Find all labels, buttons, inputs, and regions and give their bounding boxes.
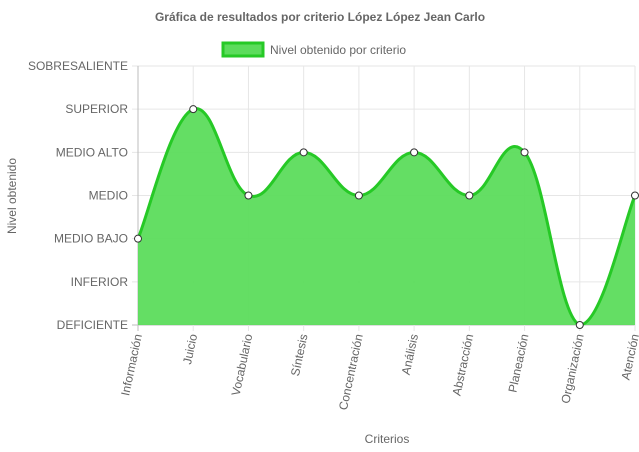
x-tick-label: Análisis bbox=[399, 333, 421, 376]
data-point bbox=[520, 148, 529, 157]
y-axis-title: Nivel obtenido bbox=[5, 158, 19, 234]
x-tick-label: Atención bbox=[619, 333, 639, 382]
y-tick-label: MEDIO ALTO bbox=[56, 145, 128, 159]
y-tick-label: MEDIO BAJO bbox=[54, 232, 128, 246]
data-point bbox=[410, 148, 419, 157]
data-point bbox=[354, 191, 363, 200]
legend-swatch bbox=[221, 41, 265, 58]
data-point bbox=[631, 191, 639, 200]
data-points bbox=[134, 105, 639, 329]
x-tick-label: Planeación bbox=[505, 333, 531, 394]
legend[interactable]: Nivel obtenido por criterio bbox=[221, 41, 406, 58]
data-point bbox=[465, 191, 474, 200]
series-line bbox=[136, 107, 637, 327]
x-tick-label: Juicio bbox=[180, 332, 200, 365]
y-tick-label: MEDIO bbox=[89, 189, 128, 203]
y-tick-label: SUPERIOR bbox=[65, 102, 128, 116]
data-point bbox=[134, 234, 142, 243]
legend-label: Nivel obtenido por criterio bbox=[270, 43, 406, 57]
y-tick-label: SOBRESALIENTE bbox=[28, 59, 128, 73]
data-point bbox=[299, 148, 308, 157]
chart-title: Gráfica de resultados por criterio López… bbox=[155, 10, 485, 24]
data-point bbox=[244, 191, 253, 200]
x-tick-label: Vocabulario bbox=[229, 332, 256, 397]
y-axis-ticks: DEFICIENTE INFERIOR MEDIO BAJO MEDIO MEDIO A… bbox=[28, 59, 128, 332]
data-point bbox=[189, 105, 198, 114]
y-tick-label: INFERIOR bbox=[71, 275, 129, 289]
x-tick-label: Abstracción bbox=[450, 333, 477, 397]
x-axis-ticks: Información Juicio Vocabulario Síntesis Conc… bbox=[118, 332, 639, 411]
x-tick-label: Síntesis bbox=[288, 333, 311, 378]
data-point bbox=[575, 321, 584, 329]
x-tick-label: Organización bbox=[558, 333, 586, 405]
series-area bbox=[138, 108, 635, 325]
x-tick-label: Concentración bbox=[336, 333, 366, 412]
x-tick-label: Información bbox=[118, 333, 145, 397]
x-axis-title: Criterios bbox=[365, 432, 410, 446]
y-tick-label: DEFICIENTE bbox=[57, 318, 128, 332]
